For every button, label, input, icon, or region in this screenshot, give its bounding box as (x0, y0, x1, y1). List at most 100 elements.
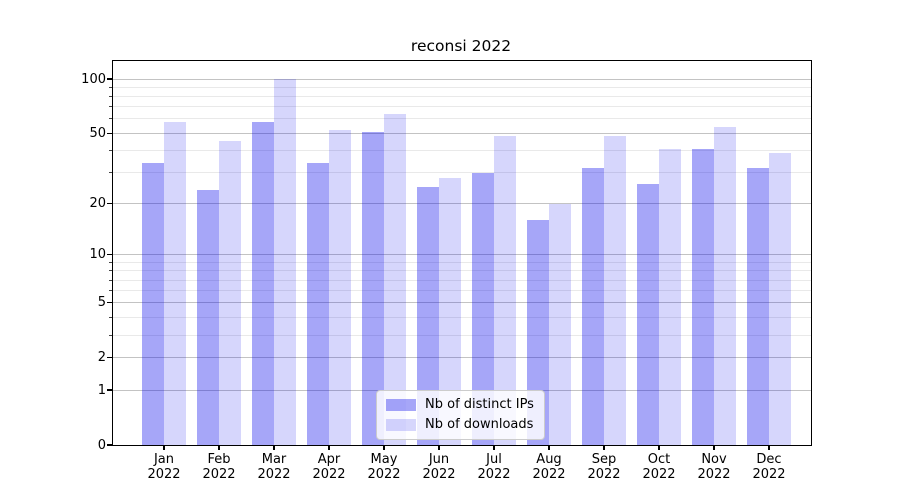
y-tick-label-100: 100 (81, 71, 106, 87)
legend-label-downloads: Nb of downloads (425, 417, 534, 432)
x-tick-sep (603, 445, 605, 450)
y-tick-label-10: 10 (89, 247, 106, 263)
bar-downloads-feb (219, 141, 241, 445)
chart-title: reconsi 2022 (410, 37, 512, 55)
bar-downloads-jan (164, 121, 186, 445)
y-minor-tick-30 (109, 172, 112, 174)
gridline-minor-90 (113, 86, 811, 88)
legend: Nb of distinct IPs Nb of downloads (376, 390, 545, 440)
bar-downloads-apr (329, 130, 351, 445)
y-tick-label-5: 5 (97, 295, 106, 311)
y-minor-tick-60 (109, 118, 112, 120)
bar-downloads-mar (274, 79, 296, 445)
bar-downloads-aug (549, 203, 571, 445)
x-tick-label-mar: Mar 2022 (257, 452, 291, 482)
x-tick-apr (328, 445, 330, 450)
x-tick-aug (548, 445, 550, 450)
bar-downloads-sep (604, 136, 626, 445)
y-minor-tick-4 (109, 316, 112, 318)
x-tick-label-apr: Apr 2022 (312, 452, 346, 482)
gridline-minor-80 (113, 96, 811, 97)
bar-downloads-dec (769, 152, 791, 445)
y-minor-tick-70 (109, 106, 112, 108)
x-tick-label-feb: Feb 2022 (202, 452, 236, 482)
bar-downloads-jun (439, 178, 461, 445)
y-minor-tick-90 (109, 86, 112, 88)
y-tick-100 (107, 78, 112, 80)
bar-distinct-ips-jan (142, 163, 164, 445)
y-tick-10 (107, 254, 112, 256)
gridline-major-20 (113, 203, 811, 205)
gridline-minor-40 (113, 149, 811, 151)
legend-swatch-distinct-ips (386, 399, 416, 411)
x-tick-label-nov: Nov 2022 (697, 452, 731, 482)
gridline-major-100 (113, 78, 811, 80)
gridline-minor-4 (113, 316, 811, 318)
x-tick-dec (768, 445, 770, 450)
x-tick-nov (713, 445, 715, 450)
legend-item-downloads: Nb of downloads (386, 418, 534, 432)
gridline-minor-6 (113, 290, 811, 292)
bar-distinct-ips-mar (252, 121, 274, 445)
y-minor-tick-9 (109, 261, 112, 263)
bar-distinct-ips-dec (747, 167, 769, 445)
gridline-major-5 (113, 302, 811, 304)
x-tick-label-may: May 2022 (367, 452, 401, 482)
y-minor-tick-40 (109, 149, 112, 151)
gridline-minor-3 (113, 334, 811, 336)
y-minor-tick-80 (109, 96, 112, 97)
x-tick-jan (163, 445, 165, 450)
bar-downloads-oct (659, 148, 681, 445)
bar-downloads-jul (494, 136, 516, 445)
gridline-minor-9 (113, 261, 811, 263)
y-minor-tick-6 (109, 290, 112, 292)
gridline-minor-30 (113, 172, 811, 174)
bar-downloads-may (384, 114, 406, 445)
x-tick-label-jan: Jan 2022 (147, 452, 181, 482)
x-tick-label-oct: Oct 2022 (642, 452, 676, 482)
y-tick-label-20: 20 (89, 196, 106, 212)
gridline-minor-7 (113, 279, 811, 281)
bar-distinct-ips-sep (582, 167, 604, 445)
gridline-major-2 (113, 357, 811, 359)
x-tick-jun (438, 445, 440, 450)
bar-distinct-ips-nov (692, 148, 714, 445)
x-tick-label-dec: Dec 2022 (752, 452, 786, 482)
x-tick-label-jun: Jun 2022 (422, 452, 456, 482)
legend-swatch-downloads (386, 419, 416, 431)
gridline-major-10 (113, 254, 811, 256)
plot-area (107, 60, 812, 450)
y-tick-50 (107, 132, 112, 134)
y-minor-tick-3 (109, 334, 112, 336)
x-tick-feb (218, 445, 220, 450)
bar-distinct-ips-oct (637, 183, 659, 445)
y-minor-tick-7 (109, 279, 112, 281)
y-tick-1 (107, 389, 112, 391)
bar-distinct-ips-jun (417, 186, 439, 445)
x-tick-jul (493, 445, 495, 450)
y-minor-tick-8 (109, 270, 112, 272)
x-tick-mar (273, 445, 275, 450)
x-tick-label-jul: Jul 2022 (477, 452, 511, 482)
bar-downloads-nov (714, 127, 736, 445)
bar-distinct-ips-may (362, 131, 384, 445)
x-tick-label-aug: Aug 2022 (532, 452, 566, 482)
gridline-major-50 (113, 132, 811, 134)
bar-distinct-ips-aug (527, 220, 549, 445)
x-tick-oct (658, 445, 660, 450)
legend-item-distinct-ips: Nb of distinct IPs (386, 398, 534, 412)
bar-distinct-ips-apr (307, 163, 329, 445)
bar-distinct-ips-jul (472, 172, 494, 445)
y-tick-label-1: 1 (97, 382, 106, 398)
y-tick-label-50: 50 (89, 125, 106, 141)
y-tick-2 (107, 357, 112, 359)
y-tick-label-0: 0 (97, 437, 106, 453)
gridline-minor-8 (113, 270, 811, 272)
bar-distinct-ips-feb (197, 189, 219, 445)
gridline-minor-60 (113, 118, 811, 120)
y-tick-0 (107, 444, 112, 446)
legend-label-distinct-ips: Nb of distinct IPs (425, 397, 534, 412)
x-tick-label-sep: Sep 2022 (587, 452, 621, 482)
y-tick-20 (107, 202, 112, 205)
